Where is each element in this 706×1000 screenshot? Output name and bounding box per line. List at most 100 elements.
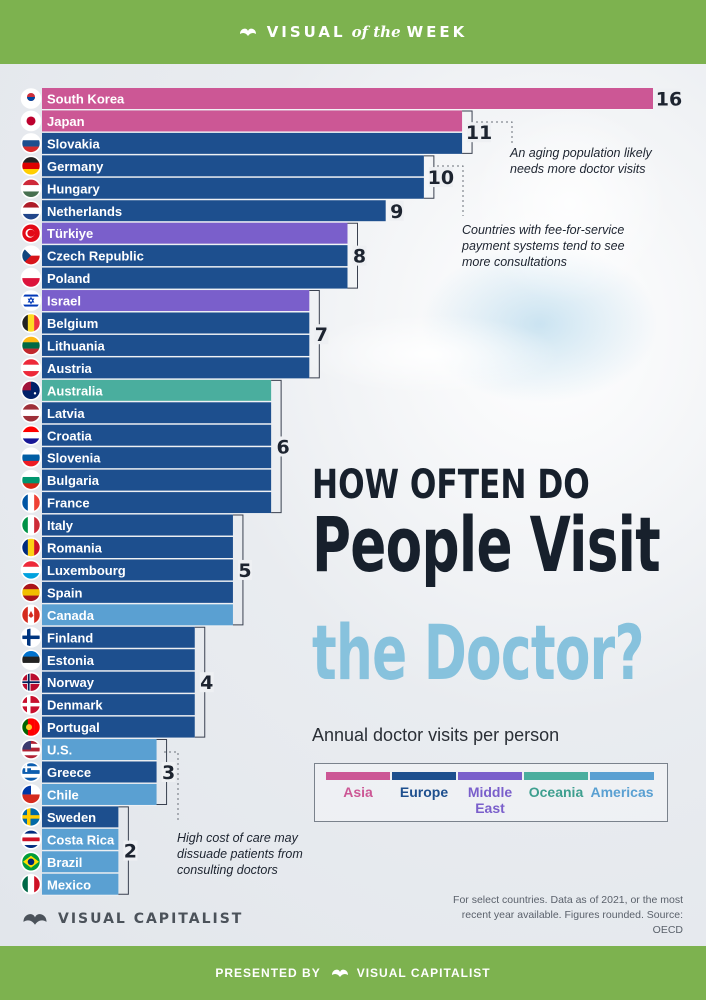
value-label-bg (352, 245, 367, 266)
legend-label: Middle East (467, 784, 513, 816)
flag-canada-icon (20, 604, 42, 626)
bar-norway (42, 671, 195, 693)
flag-lithuania-icon (20, 335, 42, 356)
presented-by-label: PRESENTED BY (215, 966, 321, 980)
bar-label-hungary: Hungary (47, 181, 101, 196)
title-line-1: HOW OFTEN DO (312, 462, 590, 508)
flag-t-rkiye-icon (20, 222, 42, 244)
bar-portugal (42, 716, 195, 738)
brand-name: VISUAL CAPITALIST (58, 911, 244, 927)
bar-label-mexico: Mexico (47, 877, 91, 892)
bar-finland (42, 626, 195, 648)
value-label-bg (237, 559, 252, 580)
bar-japan (42, 110, 463, 132)
bar-label-t-rkiye: Türkiye (47, 226, 93, 241)
value-label-text: 4 (200, 672, 213, 694)
annotation-aging: An aging population likely needs more do… (510, 146, 652, 176)
legend-item-asia: Asia (326, 764, 390, 821)
region-legend: Asia Europe Middle East Oceania Americas (314, 763, 668, 822)
legend-swatch (524, 772, 588, 780)
flag-netherlands-icon (20, 200, 42, 222)
flag-hungary-icon (20, 178, 42, 199)
flag-norway-icon (20, 671, 42, 693)
annotation-connectors (164, 121, 513, 822)
value-label-bg (276, 436, 291, 457)
bar-hungary (42, 177, 424, 199)
bar-label-slovenia: Slovenia (47, 451, 101, 466)
bar-t-rkiye (42, 222, 348, 244)
bars-layer: South Korea Japan Slovakia Germany Hungary Ne… (42, 88, 653, 896)
bar-label-italy: Italy (47, 518, 74, 533)
bar-denmark (42, 694, 195, 716)
flag-romania-icon (20, 537, 42, 558)
bar-luxembourg (42, 559, 233, 581)
visual-capitalist-logo-icon (239, 28, 256, 36)
visual-of-the-week-banner: VISUAL of the WEEK (0, 0, 706, 64)
bar-bulgaria (42, 469, 272, 491)
flag-slovenia-icon (20, 447, 42, 469)
value-label-text: 3 (162, 762, 175, 784)
bar-label-luxembourg: Luxembourg (47, 563, 126, 578)
bar-label-poland: Poland (47, 271, 90, 286)
value-label-9: 9 (389, 200, 404, 223)
value-label-4: 4 (194, 626, 214, 738)
value-label-11: 11 (462, 110, 492, 154)
flag-u-s-icon (20, 739, 42, 760)
bar-israel (42, 290, 310, 312)
value-label-bg (123, 840, 138, 861)
legend-swatch (392, 772, 456, 780)
flag-croatia-icon (20, 424, 42, 446)
connector-aging (476, 121, 513, 144)
flag-austria-icon (20, 357, 42, 379)
annotation-fee: Countries with fee-for-service payment s… (462, 223, 625, 269)
bar-label-bulgaria: Bulgaria (47, 473, 100, 488)
flag-chile-icon (20, 784, 42, 805)
flag-israel-icon (20, 290, 42, 311)
value-label-bg (389, 200, 404, 221)
flag-spain-icon (20, 582, 42, 603)
bar-canada (42, 604, 233, 626)
bar-label-lithuania: Lithuania (47, 338, 106, 353)
bar-label-latvia: Latvia (47, 406, 85, 421)
value-label-text: 6 (277, 436, 290, 458)
value-label-bg (199, 672, 214, 693)
bar-sweden (42, 806, 119, 828)
bar-italy (42, 514, 233, 536)
value-label-text: 8 (353, 246, 366, 268)
bar-label-greece: Greece (47, 765, 91, 780)
bar-greece (42, 761, 157, 783)
bar-belgium (42, 312, 310, 334)
legend-item-europe: Europe (392, 764, 456, 821)
bar-label-u-s: U.S. (47, 743, 72, 758)
bar-label-france: France (47, 496, 90, 511)
flag-finland-icon (20, 626, 42, 648)
bar-france (42, 492, 272, 514)
flag-italy-icon (20, 514, 42, 536)
bar-croatia (42, 424, 272, 446)
banner-visual: VISUAL (266, 23, 346, 41)
bar-slovakia (42, 132, 463, 154)
banner-of-the: of the (351, 23, 401, 41)
value-label-text: 2 (124, 841, 137, 863)
bar-label-chile: Chile (47, 787, 79, 802)
value-label-text: 11 (466, 122, 492, 144)
bar-label-estonia: Estonia (47, 653, 95, 668)
value-label-10: 10 (423, 155, 454, 199)
legend-item-middle-east: Middle East (458, 764, 522, 821)
bar-label-japan: Japan (47, 114, 85, 129)
bar-lithuania (42, 334, 310, 356)
flag-france-icon (20, 492, 42, 513)
connector-cost (164, 751, 179, 822)
bar-brazil (42, 851, 119, 873)
bar-label-finland: Finland (47, 630, 93, 645)
bar-estonia (42, 649, 195, 671)
value-label-text: 5 (238, 560, 251, 582)
bar-label-norway: Norway (47, 675, 95, 690)
bar-slovenia (42, 447, 272, 469)
bar-label-croatia: Croatia (47, 428, 93, 443)
bar-austria (42, 357, 310, 379)
presented-by-brand: VISUAL CAPITALIST (356, 966, 491, 980)
flag-japan-icon (20, 110, 42, 132)
value-label-5: 5 (232, 514, 252, 626)
